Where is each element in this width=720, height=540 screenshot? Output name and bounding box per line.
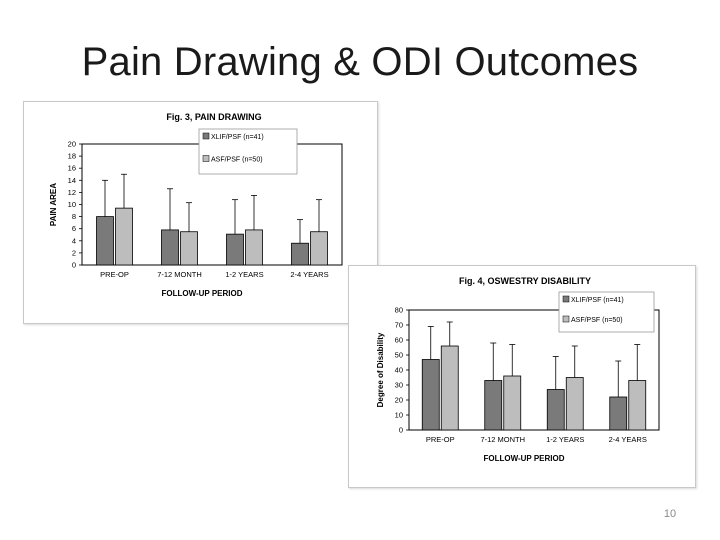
bar-xlif bbox=[421, 359, 440, 431]
legend-swatch bbox=[202, 155, 210, 162]
page-number: 10 bbox=[663, 508, 677, 520]
legend-box bbox=[198, 128, 298, 175]
oswestry-disability-figure: Fig. 4, OSWESTRY DISABILITY 0 10 20 30 40 50 60… bbox=[348, 265, 696, 488]
y-tick-label: 20 bbox=[68, 140, 76, 149]
legend-swatch bbox=[562, 295, 570, 303]
bar-asf bbox=[440, 345, 459, 431]
bar-xlif bbox=[609, 396, 628, 431]
y-tick-label: 4 bbox=[72, 236, 76, 245]
bar-asf bbox=[565, 377, 584, 431]
legend-label: XLIF/PSF (n=41) bbox=[211, 134, 264, 141]
legend-label: ASF/PSF (n=50) bbox=[571, 317, 623, 324]
y-tick-label: 20 bbox=[395, 396, 403, 405]
y-tick-label: 6 bbox=[72, 224, 76, 233]
legend-box bbox=[558, 291, 655, 333]
bar-xlif bbox=[484, 380, 503, 431]
bar-asf bbox=[115, 207, 133, 266]
x-tick-label: 1-2 YEARS bbox=[546, 435, 584, 444]
x-tick-label: 7-12 MONTH bbox=[480, 435, 525, 444]
x-tick-label: PRE-OP bbox=[426, 435, 455, 444]
x-tick-label: 2-4 YEARS bbox=[290, 270, 328, 279]
y-tick-label: 50 bbox=[395, 351, 403, 360]
legend-label: ASF/PSF (n=50) bbox=[211, 157, 263, 164]
bar-asf bbox=[180, 231, 198, 266]
x-axis-label: FOLLOW-UP PERIOD bbox=[483, 454, 564, 463]
chart-title: Fig. 3, PAIN DRAWING bbox=[166, 112, 261, 122]
bar-asf bbox=[503, 375, 522, 431]
y-tick-label: 40 bbox=[395, 366, 403, 375]
legend-swatch bbox=[202, 132, 210, 140]
bar-xlif bbox=[96, 216, 114, 266]
x-tick-label: 1-2 YEARS bbox=[225, 270, 263, 279]
y-tick-label: 2 bbox=[72, 248, 76, 257]
bar-asf bbox=[310, 231, 328, 266]
y-tick-label: 0 bbox=[72, 261, 76, 270]
y-tick-label: 60 bbox=[395, 336, 403, 345]
y-tick-label: 8 bbox=[72, 212, 76, 221]
bar-asf bbox=[245, 229, 263, 266]
x-tick-label: 7-12 MONTH bbox=[157, 270, 202, 279]
y-tick-label: 12 bbox=[68, 188, 76, 197]
oswestry-disability-chart: Fig. 4, OSWESTRY DISABILITY 0 10 20 30 40 50 60… bbox=[376, 276, 660, 463]
y-tick-label: 10 bbox=[68, 200, 76, 209]
bar-xlif bbox=[161, 229, 179, 266]
y-axis-label: Degree of Disability bbox=[376, 332, 385, 407]
chart-title: Fig. 4, OSWESTRY DISABILITY bbox=[459, 276, 591, 286]
bar-xlif bbox=[291, 242, 309, 266]
pain-drawing-figure: Fig. 3, PAIN DRAWING 0 2 4 6 8 10 12 14 16 18 20 PAI… bbox=[23, 101, 378, 324]
bar-xlif bbox=[226, 233, 244, 266]
slide-title: Pain Drawing & ODI Outcomes bbox=[81, 40, 639, 84]
x-tick-label: PRE-OP bbox=[100, 270, 129, 279]
y-tick-label: 0 bbox=[399, 426, 403, 435]
legend-swatch bbox=[562, 315, 570, 323]
legend-label: XLIF/PSF (n=41) bbox=[571, 297, 624, 304]
y-axis-label: PAIN AREA bbox=[49, 183, 58, 226]
y-tick-label: 18 bbox=[68, 152, 76, 161]
y-tick-label: 70 bbox=[395, 321, 403, 330]
pain-drawing-chart: Fig. 3, PAIN DRAWING 0 2 4 6 8 10 12 14 16 18 20 PAI… bbox=[49, 112, 343, 298]
x-axis-label: FOLLOW-UP PERIOD bbox=[161, 289, 242, 298]
bar-asf bbox=[628, 380, 647, 431]
y-tick-label: 10 bbox=[395, 411, 403, 420]
bar-xlif bbox=[546, 389, 565, 431]
y-tick-label: 30 bbox=[395, 381, 403, 390]
y-tick-label: 16 bbox=[68, 164, 76, 173]
y-tick-label: 80 bbox=[395, 306, 403, 315]
x-tick-label: 2-4 YEARS bbox=[609, 435, 647, 444]
y-tick-label: 14 bbox=[68, 176, 76, 185]
